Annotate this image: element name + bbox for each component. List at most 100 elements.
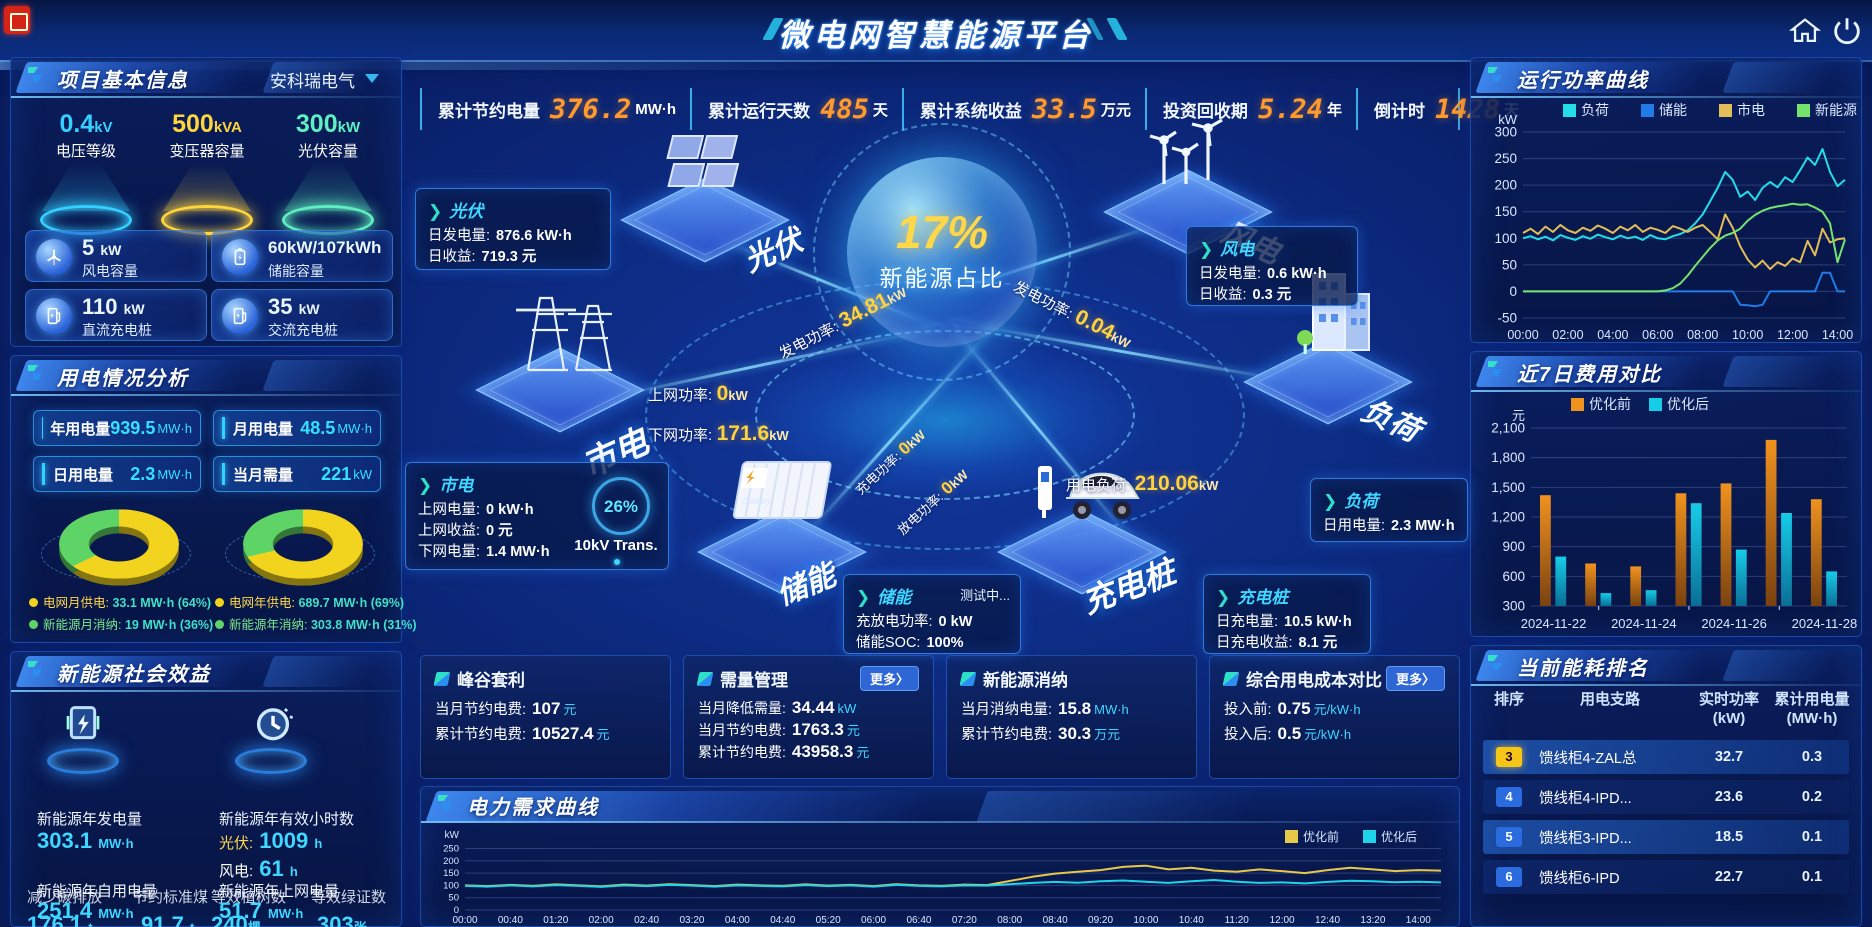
table-row[interactable]: 3 馈线柜4-ZAL总 32.7 0.3 [1483,740,1849,774]
gauge-transformer-capacity: 500kVA 变压器容量 [148,110,266,235]
usage-demand: 当月需量 221 kW [213,456,381,492]
svg-text:2024-11-24: 2024-11-24 [1611,616,1677,631]
svg-text:市电: 市电 [1737,102,1765,118]
svg-text:00:40: 00:40 [498,915,523,926]
bar-优化前 [1675,493,1687,606]
record-indicator-icon[interactable] [4,6,30,34]
transformer-load-gauge: 26% [592,477,650,535]
card-label: 风电容量 [82,263,138,279]
card-unit: kW [100,242,122,258]
gauge-value: 0.4 [59,110,95,138]
branch-name: 馈线柜4-ZAL总 [1539,750,1637,767]
usage-day: 日用电量 2.3 MW·h [33,456,201,492]
flow-up-power: 上网功率: 0kW [648,382,748,405]
company-select[interactable]: 安科瑞电气 [270,72,355,91]
infobox-grid: ❯ 市电 上网电量: 0 kW·h 上网收益: 0 元 下网电量: 1.4 MW·h 2… [405,462,669,570]
series-新能源 [1523,202,1846,293]
top-header: 微电网智慧能源平台 [0,0,1872,70]
kpi-value: 485 [820,93,869,125]
svg-text:12:00: 12:00 [1777,328,1808,342]
card-label: 直流充电桩 [82,322,152,338]
wind-turbine-icon [1149,118,1223,184]
card-storage-capacity: 60kW/107kWh 储能容量 [211,230,393,282]
battery-container-icon: Battery [732,461,832,519]
card-title: 新能源消纳 [983,671,1068,690]
svg-text:06:00: 06:00 [1642,328,1673,342]
home-icon[interactable] [1788,14,1822,48]
tree-value: 240棵 [211,912,261,927]
co2-label: 减少碳排放 [27,889,103,906]
card-value: 5 [82,235,95,260]
panel-corner-icon [28,365,42,380]
energy-value: 0.3 [1801,749,1823,765]
hours-pedestal-icon [229,702,313,774]
card-corner-icon [433,671,451,686]
x-axis: 2024-11-22 2024-11-24 2024-11-26 2024-11-28 [1521,606,1857,631]
infobox-wind: ❯ 风电 日发电量: 0.6 kW·h 日收益: 0.3 元 [1186,226,1358,306]
panel-cost-compare: 近7日费用对比 元 2,100 1,800 1,500 1,200 900 600 300 20… [1470,351,1862,637]
card-unit: kW [123,301,145,317]
panel-energy-ranking: 当前能耗排名 排序 用电支路 实时功率 (kW) 累计用电量 (MW·h) 3 馈线… [1470,645,1862,927]
svg-text:1,800: 1,800 [1491,450,1525,465]
gauge-label: 电压等级 [55,143,116,160]
svg-text:200: 200 [1494,178,1517,193]
svg-text:12:40: 12:40 [1315,915,1340,926]
card-dc-charger: 110 kW 直流充电桩 [25,289,207,341]
svg-text:0: 0 [1509,284,1517,299]
chevron-down-icon[interactable] [365,74,379,83]
svg-text:100: 100 [443,880,459,891]
bar-优化后 [1645,590,1657,606]
kpi-label: 累计运行天数 [708,101,811,121]
energy-value: 0.2 [1801,789,1823,805]
infobox-charger: ❯ 充电桩 日充电量: 10.5 kW·h 日充电收益: 8.1 元 [1203,574,1371,654]
sphere-arc-dashed [813,123,1071,381]
infobox-title: 风电 [1220,240,1255,259]
legend-renew-month: 新能源月消纳: 19 MW·h (36%) [29,614,213,633]
self-use-label: 新能源年自用电量 [37,883,158,900]
bar-优化前 [1810,499,1822,606]
ev-charger-icon [222,298,258,334]
svg-text:00:00: 00:00 [452,915,477,926]
svg-text:900: 900 [1502,539,1525,554]
infobox-storage: ❯ 储能 测试中... 充放电功率: 0 kW 储能SOC: 100% [843,574,1021,654]
bar-优化后 [1690,503,1702,606]
svg-text:200: 200 [443,856,459,867]
card-demand-mgmt: 需量管理 更多〉 当月降低需量: 34.44 kW 当月节约电费: 1763.3 元 累… [683,655,934,779]
svg-text:kW: kW [445,830,460,841]
svg-text:kW: kW [1498,112,1518,127]
panel-corner-icon [28,661,42,676]
center-sphere: 17% 新能源占比 [813,123,1071,381]
svg-text:2024-11-26: 2024-11-26 [1701,616,1767,631]
gauge-label: 光伏容量 [297,143,358,160]
more-button[interactable]: 更多〉 [859,666,919,691]
kpi-payback-period: 投资回收期 5.24 年 [1144,88,1356,130]
svg-text:100: 100 [1494,231,1517,246]
svg-text:09:20: 09:20 [1088,915,1113,926]
table-row[interactable]: 5 馈线柜3-IPD... 18.5 0.1 [1483,820,1849,854]
svg-text:08:00: 08:00 [997,915,1022,926]
generation-pedestal-icon [41,702,125,774]
legend-grid-month: 电网月供电: 33.1 MW·h (64%) [29,592,211,611]
svg-text:2024-11-28: 2024-11-28 [1792,616,1858,631]
x-axis: 00:00 02:00 04:00 06:00 08:00 10:00 12:00 14:00 [1507,328,1853,342]
testing-badge: 测试中... [960,588,1010,603]
more-button[interactable]: 更多〉 [1385,666,1445,691]
export-value: 51.7 MW·h [219,898,304,923]
gauge-unit: kV [94,119,113,136]
power-icon[interactable] [1830,14,1864,48]
svg-text:0: 0 [454,905,459,916]
table-row[interactable]: 4 馈线柜4-IPD... 23.6 0.2 [1483,780,1849,814]
kpi-unit: 天 [872,101,888,119]
kpi-unit: 万元 [1100,101,1131,119]
card-label: 储能容量 [268,263,324,279]
table-row[interactable]: 6 馈线柜6-IPD 22.7 0.1 [1483,860,1849,894]
panel-corner-icon [1488,655,1502,670]
infobox-title: 光伏 [449,202,484,221]
title-decor-right [1106,18,1128,40]
usage-month: 月用电量 48.5 MW·h [213,410,381,446]
svg-text:负荷: 负荷 [1581,102,1609,118]
card-title: 需量管理 [720,671,788,690]
col-energy: 累计用电量 (MW·h) [1774,691,1850,727]
energy-value: 0.1 [1801,829,1823,845]
kpi-label: 投资回收期 [1162,101,1248,121]
